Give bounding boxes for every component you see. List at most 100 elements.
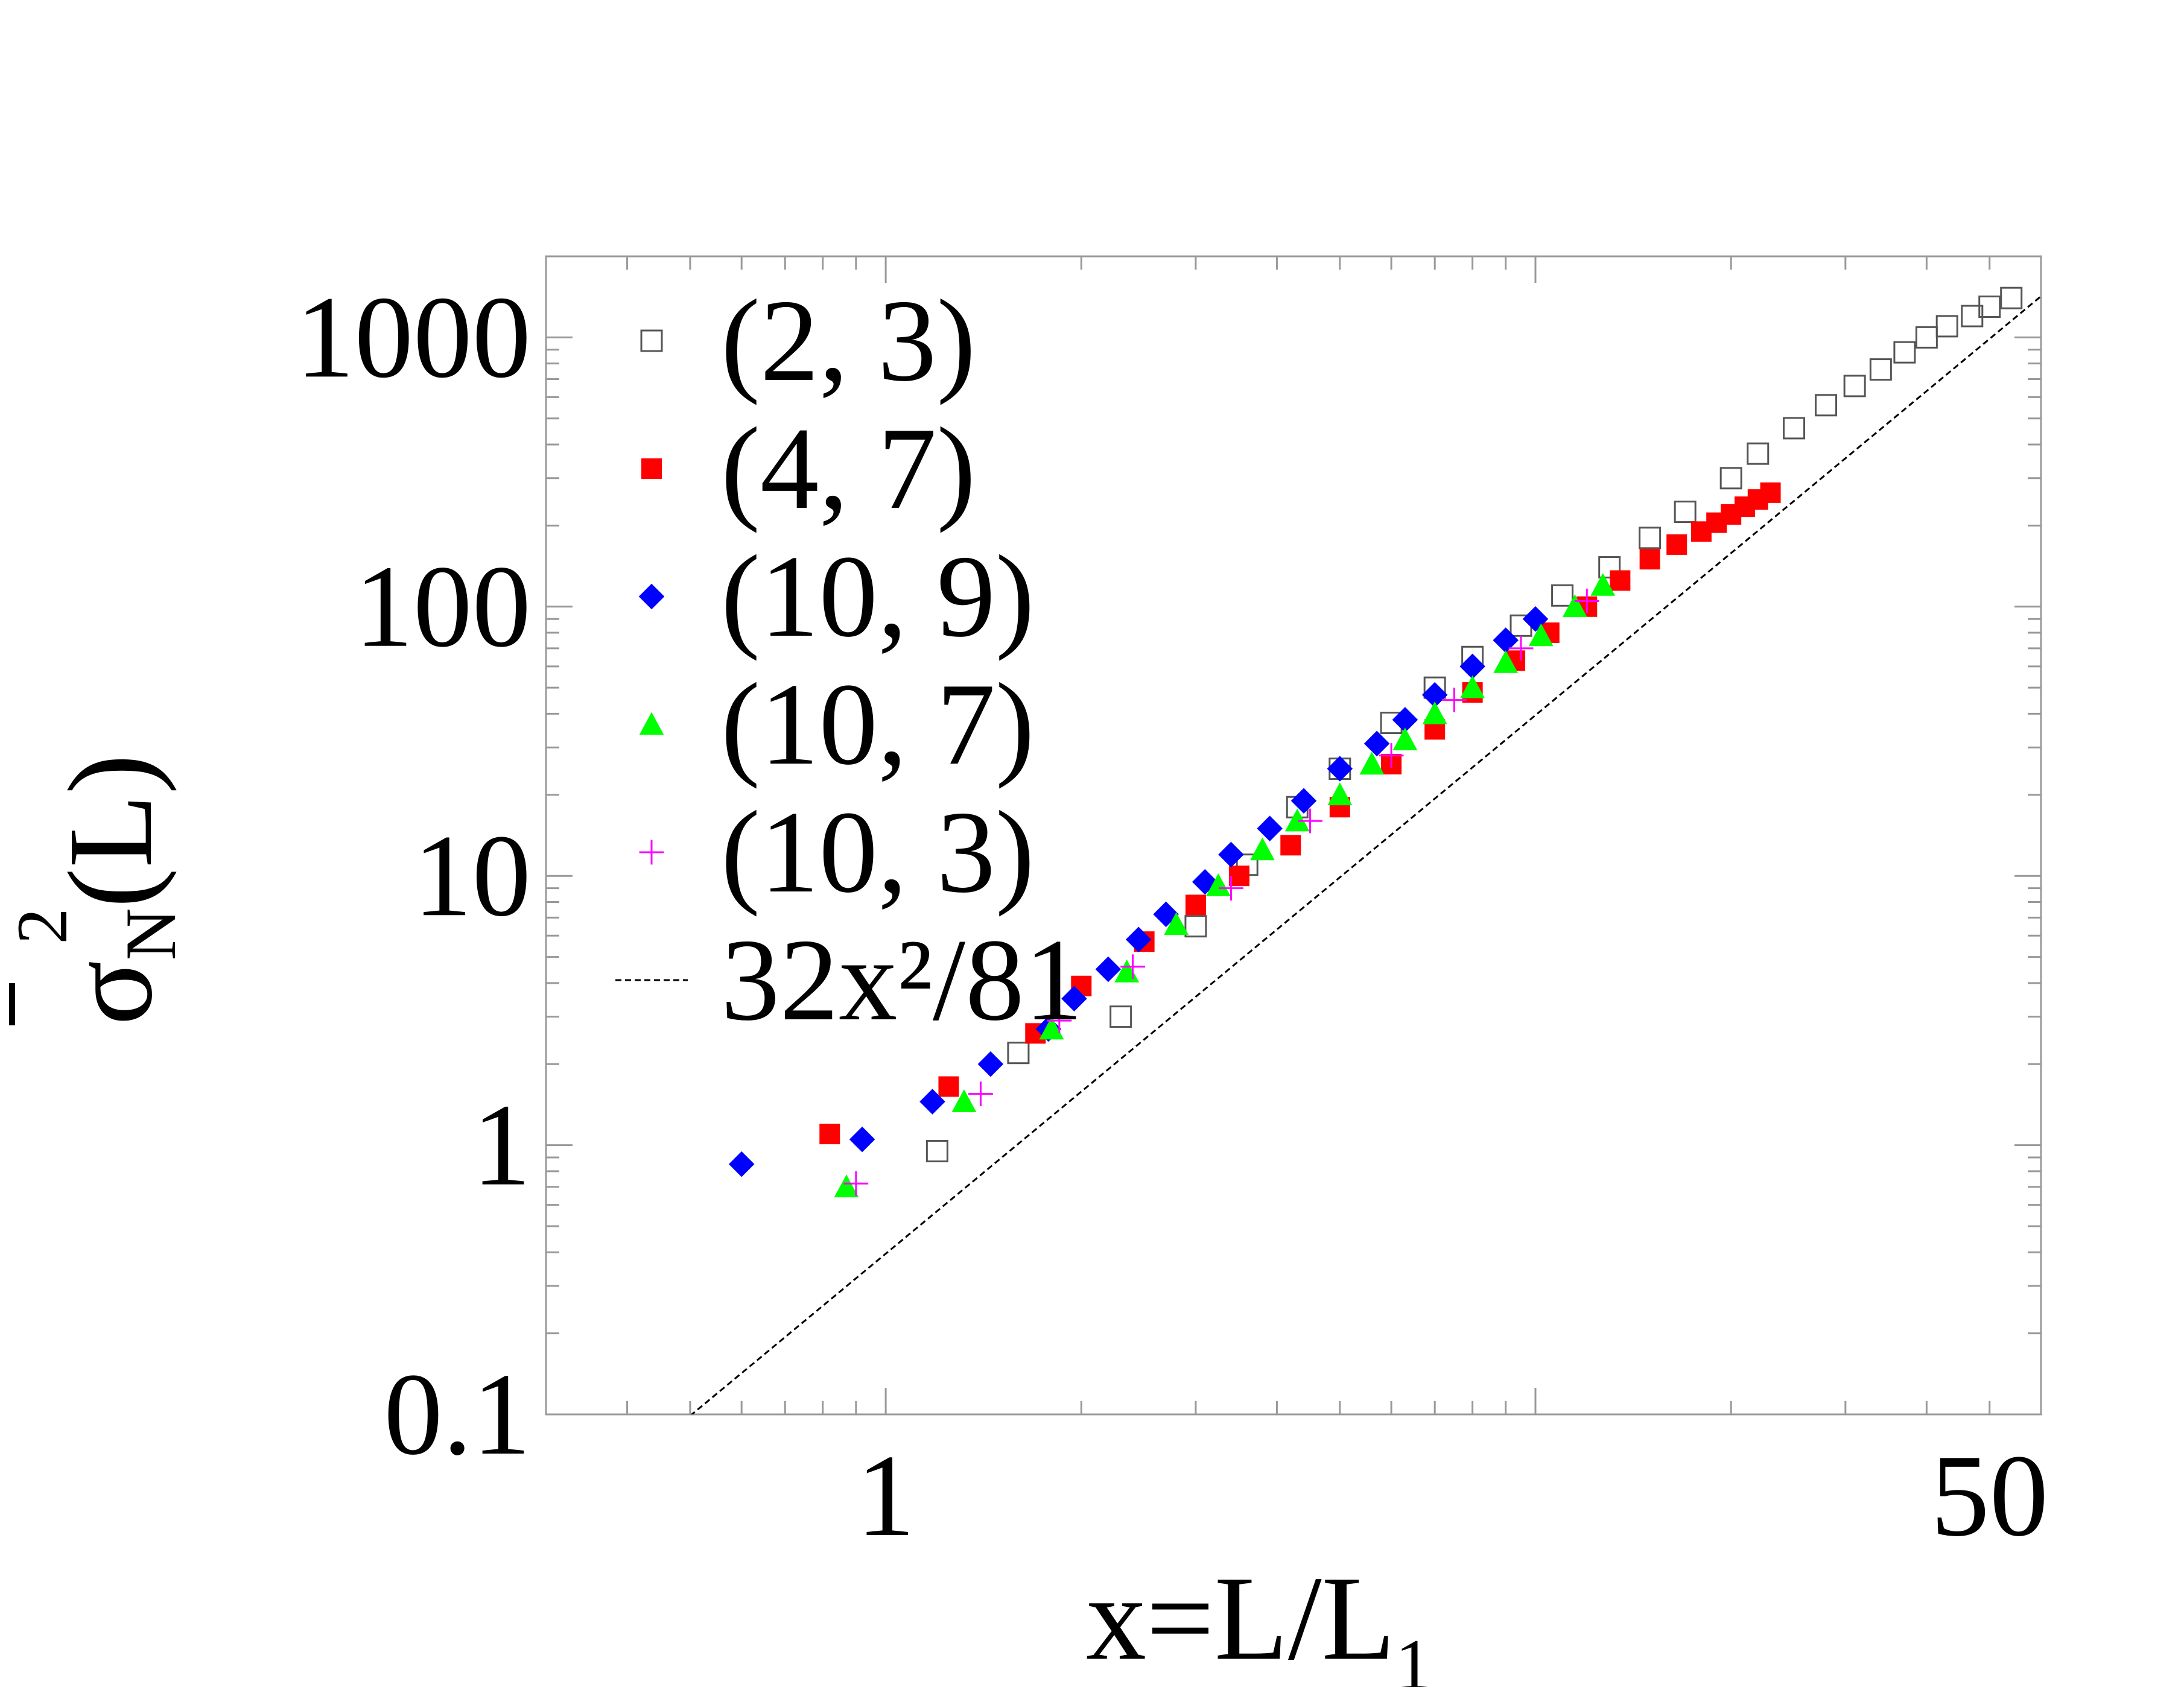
legend-marker	[641, 458, 662, 479]
data-point	[1039, 1016, 1064, 1040]
x-axis-label-main: x=L/L	[1086, 1552, 1395, 1685]
legend-label: (2, 3)	[721, 276, 976, 406]
plot-frame	[545, 255, 2042, 1416]
legend-label: (10, 3)	[721, 787, 1035, 917]
data-point	[1610, 570, 1631, 591]
legend-marker	[640, 329, 663, 352]
y-tick-label: 100	[355, 542, 532, 672]
data-point	[1843, 375, 1866, 397]
fit-line	[690, 295, 2041, 1414]
data-point	[1218, 841, 1244, 868]
data-point	[1459, 653, 1485, 680]
data-point	[1229, 866, 1250, 887]
tick-labels: 0.1 1 10 100 1000 1 50	[296, 272, 2048, 1561]
data-point	[1869, 358, 1892, 381]
data-point	[1164, 912, 1189, 935]
data-point	[1442, 688, 1467, 712]
data-point	[1219, 876, 1243, 901]
x-tick-label: 50	[1931, 1431, 2048, 1561]
data-point	[1639, 549, 1660, 570]
data-point	[1359, 752, 1385, 775]
data-point	[1528, 623, 1554, 647]
data-point	[1379, 743, 1404, 768]
data-point	[1007, 1042, 1030, 1065]
data-point	[1125, 926, 1152, 953]
data-point	[1598, 556, 1621, 579]
x-axis-label-sub: 1	[1395, 1624, 1432, 1687]
data-point	[1120, 954, 1145, 980]
data-point	[1095, 956, 1122, 983]
x-tick-label: 1	[856, 1431, 915, 1561]
data-point	[968, 1081, 993, 1107]
legend-label: (10, 7)	[721, 659, 1035, 790]
data-point	[843, 1171, 869, 1196]
legend-label: (10, 9)	[721, 531, 1035, 662]
legend: (2, 3)(4, 7)(10, 9)(10, 7)(10, 3)32x²/81	[615, 276, 1083, 1045]
data-point	[1422, 701, 1447, 724]
data-point	[1047, 1008, 1072, 1033]
data-point	[728, 1151, 755, 1177]
data-point	[1327, 756, 1353, 782]
data-point	[1250, 837, 1275, 861]
data-point	[977, 1051, 1004, 1077]
legend-marker	[639, 840, 664, 865]
data-point	[1978, 296, 2001, 318]
y-tick-label: 0.1	[384, 1349, 531, 1480]
data-point	[1392, 727, 1418, 751]
data-point	[1185, 894, 1206, 916]
ticks	[545, 255, 2042, 1416]
y-axis-label-sup: 2	[2, 908, 82, 945]
data-point	[849, 1126, 875, 1153]
y-tick-label: 10	[413, 811, 531, 941]
data-point	[1327, 782, 1353, 806]
data-point	[1760, 482, 1781, 503]
legend-label: 32x²/81	[721, 915, 1083, 1045]
legend-marker	[639, 712, 664, 735]
data-point	[1290, 788, 1317, 814]
data-point	[1590, 573, 1616, 596]
y-axis-label: σN2(L)	[2, 754, 191, 1025]
fit-line-group	[690, 295, 2041, 1414]
data-point	[1551, 584, 1574, 607]
data-point	[1284, 808, 1310, 832]
y-axis-label-sub: N	[110, 908, 191, 961]
legend-marker	[638, 583, 665, 610]
data-point	[1783, 417, 1806, 440]
data-point	[919, 1089, 945, 1115]
data-point	[1205, 873, 1231, 896]
data-point	[1280, 835, 1301, 856]
data-point	[1893, 341, 1916, 364]
markers	[728, 286, 2023, 1198]
data-point	[1674, 501, 1697, 524]
data-point	[1747, 442, 1770, 465]
data-point	[1574, 588, 1599, 613]
data-point	[834, 1174, 859, 1198]
data-point	[1392, 707, 1418, 733]
y-tick-label: 1000	[296, 272, 531, 402]
data-point	[925, 1140, 948, 1163]
data-point	[1915, 326, 1938, 349]
data-point	[1935, 315, 1958, 338]
data-point	[2000, 286, 2023, 309]
data-point	[951, 1089, 977, 1112]
data-point	[1109, 1005, 1132, 1028]
data-point	[1493, 627, 1519, 653]
y-axis-label-main: σ	[44, 960, 177, 1025]
data-point	[1460, 675, 1485, 698]
y-tick-label: 1	[472, 1080, 532, 1211]
x-axis-label: x=L/L1	[1086, 1552, 1432, 1687]
svg-text:σN2(L): σN2(L)	[2, 754, 191, 1025]
data-point	[1562, 594, 1587, 618]
data-point	[1508, 636, 1534, 661]
data-point	[1666, 534, 1687, 555]
data-point	[819, 1124, 840, 1145]
data-point	[1184, 915, 1207, 938]
legend-label: (4, 7)	[721, 404, 976, 534]
data-point	[1493, 650, 1519, 673]
data-point	[1639, 527, 1662, 549]
y-axis-label-tail: (L)	[44, 754, 177, 908]
data-point	[1363, 730, 1390, 757]
data-point	[1815, 394, 1838, 417]
data-point	[1061, 986, 1087, 1011]
